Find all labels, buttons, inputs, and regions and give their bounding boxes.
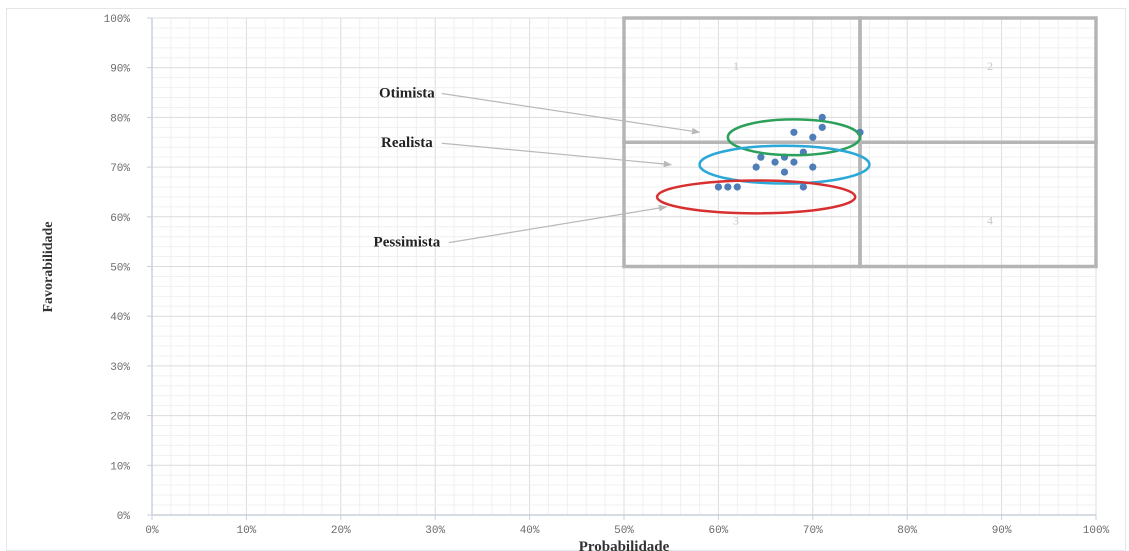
y-tick-label: 20% xyxy=(110,412,130,424)
y-tick-label: 60% xyxy=(110,213,130,225)
data-point xyxy=(799,183,807,191)
annotation-arrow-realista xyxy=(441,142,673,168)
data-point xyxy=(771,158,779,166)
scenario-annotations: Otimista Realista Pessimista xyxy=(374,86,701,251)
data-point xyxy=(757,153,765,161)
x-tick-label: 40% xyxy=(520,525,540,537)
y-tick-label: 30% xyxy=(110,362,130,374)
quadrant-label-4: 4 xyxy=(987,213,993,227)
x-tick-label: 80% xyxy=(897,525,917,537)
y-tick-label: 80% xyxy=(110,113,130,125)
y-tick-label: 70% xyxy=(110,163,130,175)
quadrant-box-2 xyxy=(858,16,1098,144)
x-tick-label: 30% xyxy=(425,525,445,537)
quadrant-box-1 xyxy=(622,16,862,144)
x-tick-label: 50% xyxy=(614,525,634,537)
quadrant-label-3: 3 xyxy=(733,213,739,227)
x-tick-label: 70% xyxy=(803,525,823,537)
quadrant-box-3 xyxy=(622,140,862,269)
scenario-ellipses xyxy=(655,118,871,215)
data-point xyxy=(809,163,817,171)
quadrant-boxes: 1 2 3 4 xyxy=(622,16,1098,269)
axes: 0% 10% 20% 30% 40% 50% 60% 70% 80% 90% 100% 0% 10% 20… xyxy=(104,14,1110,537)
annotation-arrow-otimista xyxy=(441,92,701,135)
data-point xyxy=(780,168,789,176)
y-axis-title: Favorabilidade xyxy=(41,221,56,312)
x-tick-label: 10% xyxy=(236,525,256,537)
annotation-realista: Realista xyxy=(381,135,433,151)
data-point xyxy=(724,183,732,191)
y-tick-label: 40% xyxy=(110,312,130,324)
ellipse-pessimista xyxy=(655,179,857,215)
data-point xyxy=(818,123,826,131)
quadrant-label-2: 2 xyxy=(987,59,993,73)
annotation-arrow-pessimista xyxy=(448,204,668,244)
y-tick-label: 10% xyxy=(110,461,130,473)
x-axis-title: Probabilidade xyxy=(579,539,670,551)
quadrant-box-4 xyxy=(858,140,1098,269)
data-point xyxy=(752,163,760,171)
x-tick-label: 0% xyxy=(145,525,159,537)
x-tick-label: 20% xyxy=(331,525,351,537)
ellipse-realista xyxy=(698,144,871,185)
x-tick-label: 60% xyxy=(708,525,728,537)
y-tick-label: 0% xyxy=(117,511,131,523)
data-point xyxy=(809,133,817,141)
data-point xyxy=(818,113,826,121)
ellipse-otimista xyxy=(726,118,862,157)
data-point xyxy=(733,183,741,191)
chart-frame xyxy=(6,8,1126,551)
x-tick-label: 90% xyxy=(992,525,1012,537)
x-tick-label: 100% xyxy=(1083,525,1110,537)
y-tick-label: 100% xyxy=(104,14,131,26)
data-point xyxy=(714,183,723,191)
annotation-pessimista: Pessimista xyxy=(374,235,441,251)
quadrant-label-1: 1 xyxy=(733,59,739,73)
data-point xyxy=(790,158,798,166)
y-tick-label: 50% xyxy=(110,263,130,275)
data-point xyxy=(790,128,798,136)
y-tick-label: 90% xyxy=(110,64,130,76)
annotation-otimista: Otimista xyxy=(379,86,435,102)
